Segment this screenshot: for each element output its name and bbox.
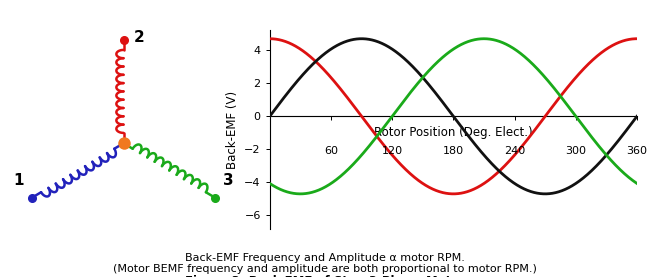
Text: 3: 3 xyxy=(223,173,234,188)
Text: 180: 180 xyxy=(443,146,464,156)
Text: 360: 360 xyxy=(627,146,647,156)
Text: 1: 1 xyxy=(13,173,24,188)
Text: 120: 120 xyxy=(382,146,403,156)
Text: 60: 60 xyxy=(324,146,338,156)
Text: 2: 2 xyxy=(134,30,144,45)
Text: Figure 3: Back EMF of Star, 3-Phase Motor: Figure 3: Back EMF of Star, 3-Phase Moto… xyxy=(185,275,465,277)
Text: 240: 240 xyxy=(504,146,525,156)
Text: (Motor BEMF frequency and amplitude are both proportional to motor RPM.): (Motor BEMF frequency and amplitude are … xyxy=(113,264,537,274)
X-axis label: Rotor Position (Deg. Elect.): Rotor Position (Deg. Elect.) xyxy=(374,126,533,139)
Text: 300: 300 xyxy=(566,146,586,156)
Text: Back-EMF Frequency and Amplitude α motor RPM.: Back-EMF Frequency and Amplitude α motor… xyxy=(185,253,465,263)
Y-axis label: Back-EMF (V): Back-EMF (V) xyxy=(226,90,239,169)
